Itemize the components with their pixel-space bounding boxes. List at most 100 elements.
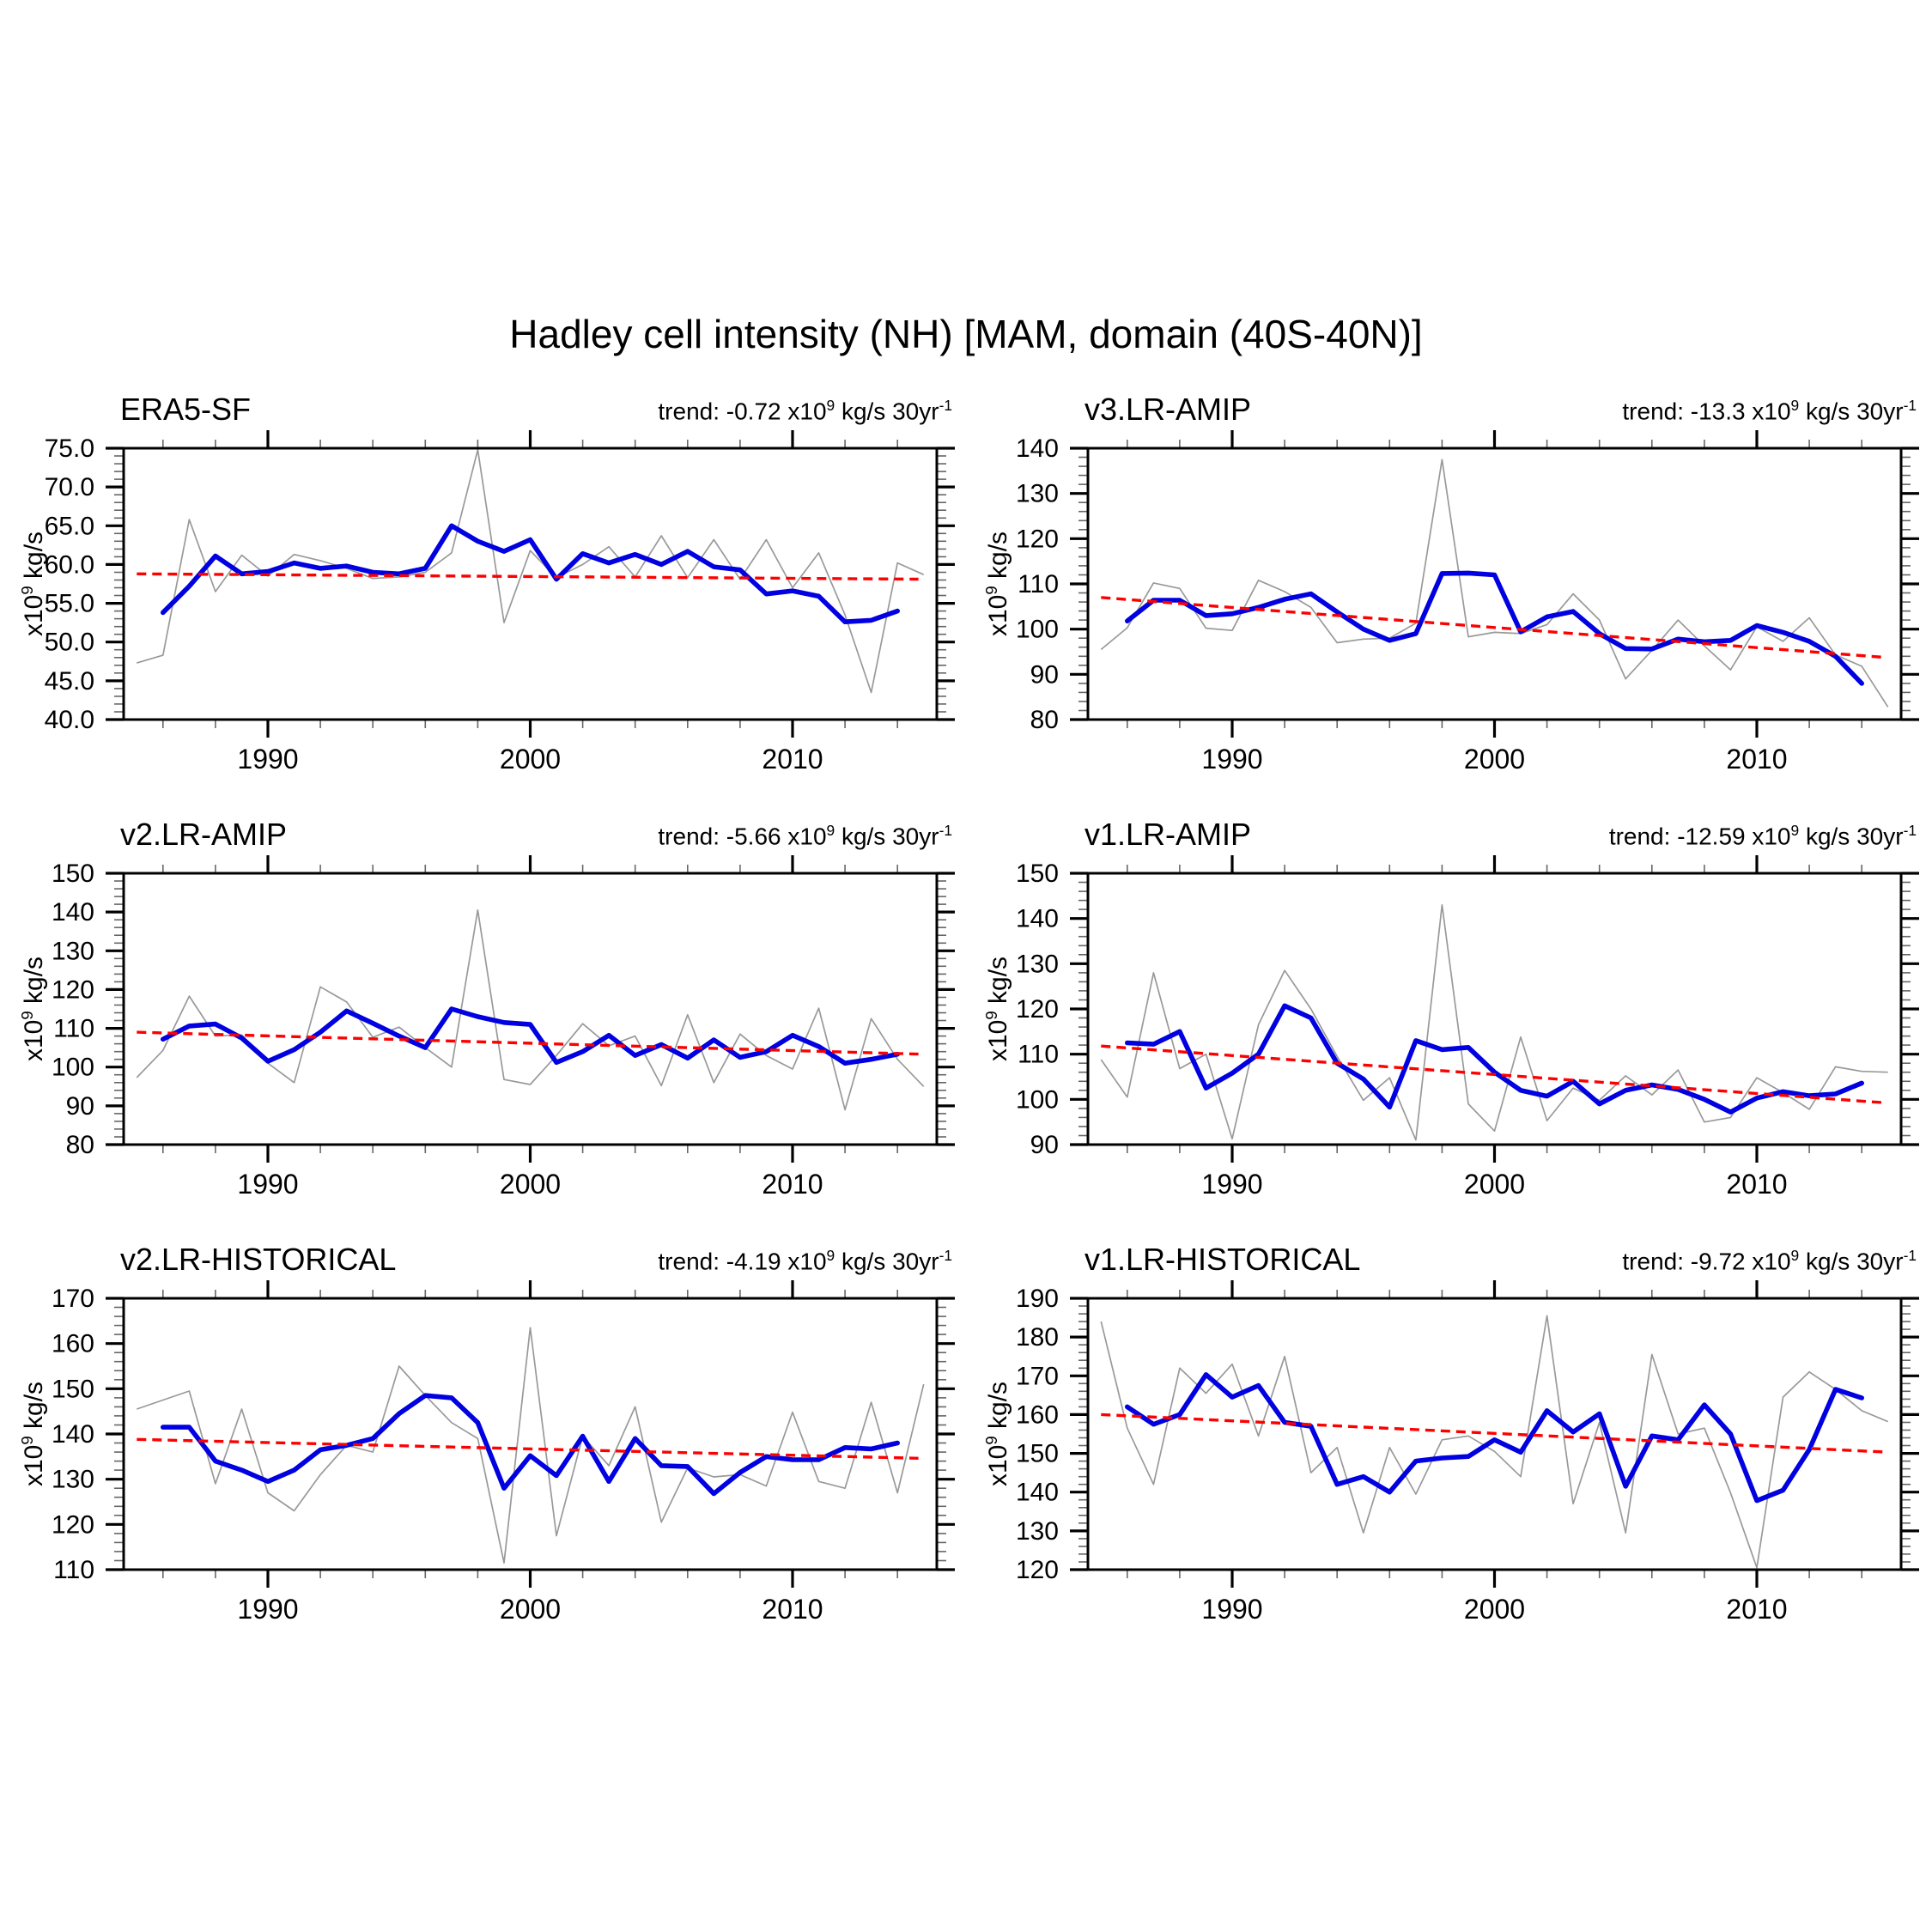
y-tick-label: 80	[66, 1131, 94, 1159]
smooth-series-line	[1125, 1372, 1864, 1504]
plot-frame	[1086, 1297, 1903, 1571]
y-tick-label: 80	[1030, 706, 1059, 734]
x-tick-label: 1990	[237, 744, 298, 775]
axis-tick-labels: 110 120 130 140 150 160 170 1990 2000 2010	[52, 1285, 823, 1625]
trend-exponent: 9	[1790, 397, 1800, 414]
y-tick-label: 90	[1030, 660, 1059, 689]
trend-per-30yr-exponent: -1	[939, 1247, 952, 1264]
y-tick-label: 180	[1016, 1323, 1059, 1352]
y-tick-label: 100	[1016, 1085, 1059, 1114]
trend-units: kg/s 30yr	[1799, 398, 1904, 425]
trend-dashed-line	[1101, 596, 1883, 659]
axis-ticks	[1070, 430, 1919, 738]
axis-ticks	[106, 855, 955, 1163]
y-tick-label: 170	[1016, 1362, 1059, 1390]
x-tick-label: 2010	[1726, 1594, 1787, 1625]
x-tick-label: 2000	[1464, 744, 1525, 775]
y-tick-label: 140	[1016, 905, 1059, 933]
annual-series-line	[1100, 459, 1889, 708]
panel-title-v2-lr-amip: v2.LR-AMIP	[120, 817, 288, 852]
axis-ticks	[1070, 855, 1919, 1163]
y-tick-label: 110	[1018, 1041, 1059, 1069]
x-tick-label: 2010	[1726, 1169, 1787, 1200]
y-tick-label: 130	[1016, 480, 1059, 508]
trend-text: trend: -9.72 x10	[1622, 1248, 1791, 1275]
y-tick-label: 110	[53, 1556, 94, 1584]
y-tick-label: 120	[52, 975, 94, 1004]
x-tick-label: 2010	[762, 744, 823, 775]
trend-exponent: 9	[1790, 822, 1800, 839]
y-tick-label: 60.0	[45, 550, 94, 579]
y-tick-label: 150	[52, 860, 94, 888]
trend-units: kg/s 30yr	[1799, 1248, 1904, 1275]
line-chart-v1-lr-amip: 90 100 110 120 130 140 150 1990 2000 2010	[1016, 855, 1919, 1200]
trend-exponent: 9	[826, 1247, 835, 1264]
trend-dashed-line	[137, 1030, 919, 1056]
axis-tick-labels: 90 100 110 120 130 140 150 1990 2000 2010	[1016, 860, 1788, 1200]
y-tick-label: 160	[1016, 1400, 1059, 1429]
annual-series-line	[136, 909, 925, 1111]
annual-series-line	[137, 1327, 925, 1564]
x-tick-label: 1990	[1201, 1169, 1262, 1200]
line-chart-v1-lr-historical: 120 130 140 150 160 170 180 190 1990 2000 2010	[1016, 1280, 1919, 1625]
trend-text: trend: -12.59 x10	[1608, 823, 1791, 850]
y-tick-label: 120	[52, 1510, 94, 1539]
trend-dashed-line	[137, 572, 919, 581]
smooth-series-line	[161, 1006, 900, 1066]
annual-series-line	[1100, 1315, 1889, 1569]
trend-units: kg/s 30yr	[835, 823, 939, 850]
x-tick-label: 2010	[1726, 744, 1787, 775]
y-tick-label: 130	[52, 937, 94, 965]
x-tick-label: 2000	[1464, 1594, 1525, 1625]
y-tick-label: 130	[52, 1466, 94, 1494]
smooth-series-line	[1125, 1003, 1864, 1115]
trend-per-30yr-exponent: -1	[1903, 397, 1917, 414]
trend-exponent: 9	[1790, 1247, 1800, 1264]
trend-label-v1-lr-amip: trend: -12.59 x109 kg/s 30yr-1	[1346, 822, 1917, 850]
y-tick-label: 65.0	[45, 512, 94, 540]
y-tick-label: 130	[1016, 1517, 1059, 1546]
x-tick-label: 2000	[500, 1169, 561, 1200]
y-tick-label: 120	[1016, 995, 1059, 1024]
trend-per-30yr-exponent: -1	[1903, 1247, 1917, 1264]
y-tick-label: 90	[66, 1092, 94, 1121]
axis-tick-labels: 80 90 100 110 120 130 140 150 1990 2000 2010	[52, 860, 823, 1200]
y-tick-label: 90	[1030, 1131, 1059, 1159]
x-tick-label: 2000	[500, 744, 561, 775]
y-tick-label: 160	[52, 1330, 94, 1358]
line-chart-era5-sf: 40.0 45.0 50.0 55.0 60.0 65.0 70.0 75.0 1990 2000…	[45, 430, 955, 775]
y-tick-label: 140	[1016, 434, 1059, 463]
y-tick-label: 100	[1016, 616, 1059, 644]
y-tick-label: 40.0	[45, 706, 94, 734]
trend-exponent: 9	[826, 397, 835, 414]
y-tick-label: 140	[52, 1420, 94, 1449]
line-chart-v2-lr-amip: 80 90 100 110 120 130 140 150 1990 2000 2010	[52, 855, 955, 1200]
axis-ticks	[1070, 1280, 1919, 1588]
x-tick-label: 1990	[237, 1169, 298, 1200]
axis-ticks	[106, 1280, 955, 1588]
y-tick-label: 150	[1016, 860, 1059, 888]
plot-frame	[1086, 447, 1903, 721]
smooth-series-line	[1125, 570, 1864, 686]
y-tick-label: 110	[1018, 570, 1059, 598]
x-tick-label: 1990	[1201, 744, 1262, 775]
trend-units: kg/s 30yr	[835, 398, 939, 425]
plot-frame	[122, 447, 939, 721]
axis-tick-labels: 120 130 140 150 160 170 180 190 1990 2000 2010	[1016, 1285, 1788, 1625]
y-tick-label: 50.0	[45, 629, 94, 657]
trend-units: kg/s 30yr	[835, 1248, 939, 1275]
y-tick-label: 140	[1016, 1479, 1059, 1507]
axis-ticks	[106, 430, 955, 738]
axis-tick-labels: 80 90 100 110 120 130 140 1990 2000 2010	[1016, 434, 1788, 775]
smooth-series-line	[161, 523, 900, 624]
trend-label-v3-lr-amip: trend: -13.3 x109 kg/s 30yr-1	[1346, 397, 1917, 425]
annual-series-line	[1100, 904, 1888, 1141]
trend-dashed-line	[1101, 1413, 1883, 1454]
trend-units: kg/s 30yr	[1799, 823, 1904, 850]
plot-frame	[122, 872, 939, 1146]
y-tick-label: 45.0	[45, 667, 94, 696]
x-tick-label: 2000	[500, 1594, 561, 1625]
line-chart-v3-lr-amip: 80 90 100 110 120 130 140 1990 2000 2010	[1016, 430, 1919, 775]
line-chart-v2-lr-historical: 110 120 130 140 150 160 170 1990 2000 2010	[52, 1280, 955, 1625]
y-tick-label: 70.0	[45, 473, 94, 501]
